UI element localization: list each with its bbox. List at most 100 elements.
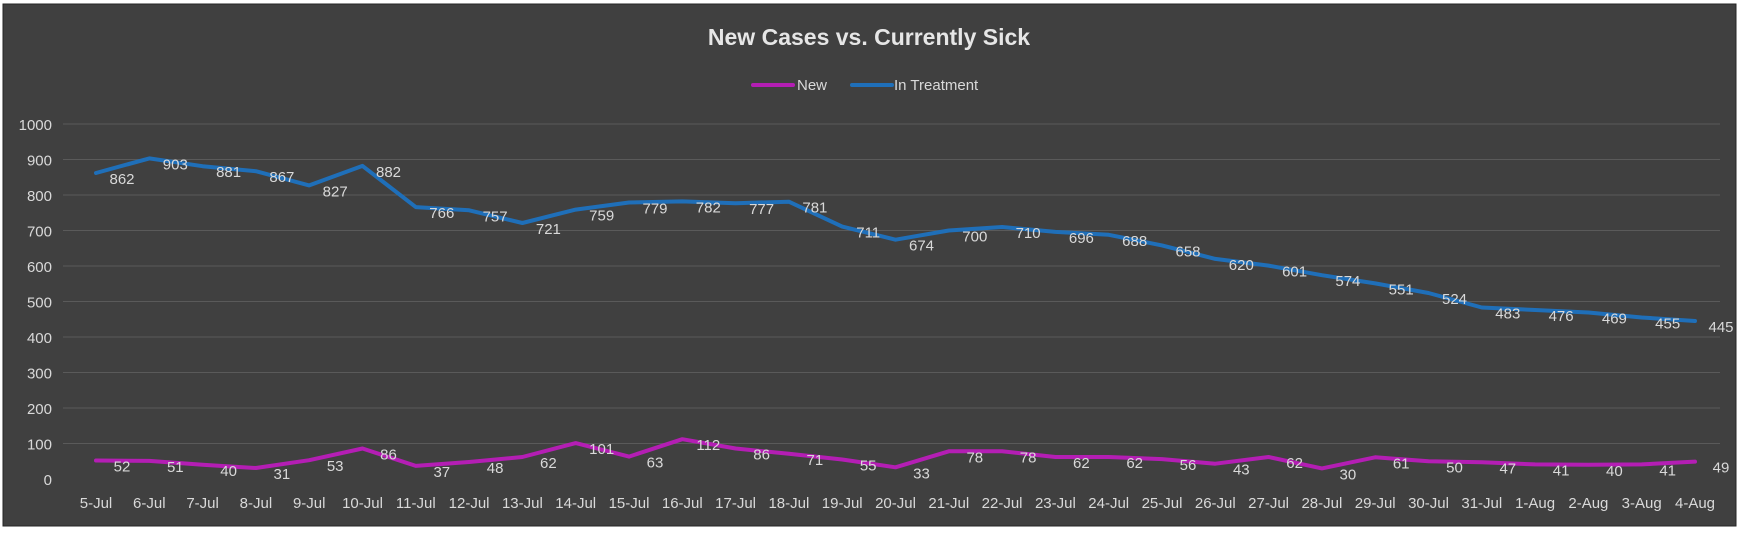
data-label: 62: [1286, 455, 1303, 472]
data-label: 779: [642, 200, 667, 217]
data-label: 483: [1495, 306, 1520, 323]
data-label: 43: [1233, 462, 1250, 479]
x-tick-label: 15-Jul: [609, 495, 650, 512]
data-label: 867: [269, 169, 294, 186]
x-tick-label: 4-Aug: [1675, 495, 1715, 512]
x-tick-label: 16-Jul: [662, 495, 703, 512]
data-label: 61: [1393, 455, 1410, 472]
data-label: 882: [376, 164, 401, 181]
data-label: 524: [1442, 291, 1467, 308]
y-tick-label: 700: [27, 224, 52, 241]
x-tick-label: 19-Jul: [822, 495, 863, 512]
y-tick-label: 0: [44, 472, 52, 489]
data-label: 55: [860, 457, 877, 474]
data-label: 620: [1229, 257, 1254, 274]
data-label: 782: [696, 199, 721, 216]
data-label: 101: [589, 441, 614, 458]
x-axis: 5-Jul 6-Jul 7-Jul 8-Jul 9-Jul 10-Jul 11-Jul 12-…: [80, 495, 1715, 512]
data-label: 62: [1126, 455, 1143, 472]
x-tick-label: 27-Jul: [1248, 495, 1289, 512]
x-tick-label: 13-Jul: [502, 495, 543, 512]
data-label: 766: [429, 205, 454, 222]
x-tick-label: 20-Jul: [875, 495, 916, 512]
series-line-in-treatment: [94, 156, 1697, 323]
series-lines: [94, 156, 1697, 471]
data-labels: 52 51 40 31 53 86 37 48 62 101 63 112 86 71 55 33 78 78 62…: [109, 156, 1733, 483]
chart-title: New Cases vs. Currently Sick: [708, 24, 1030, 50]
data-label: 757: [483, 208, 508, 225]
data-label: 827: [323, 183, 348, 200]
data-label: 56: [1180, 457, 1197, 474]
x-tick-label: 26-Jul: [1195, 495, 1236, 512]
data-label: 721: [536, 221, 561, 238]
x-tick-label: 28-Jul: [1301, 495, 1342, 512]
y-tick-label: 1000: [19, 117, 52, 134]
data-label: 445: [1708, 319, 1733, 336]
data-label: 78: [1020, 449, 1037, 466]
x-tick-label: 25-Jul: [1142, 495, 1183, 512]
x-tick-label: 24-Jul: [1088, 495, 1129, 512]
data-label: 881: [216, 164, 241, 181]
data-label: 700: [962, 229, 987, 246]
data-label: 63: [647, 455, 664, 472]
x-tick-label: 8-Jul: [240, 495, 273, 512]
legend-label: New: [797, 77, 827, 94]
data-label: 41: [1659, 462, 1676, 479]
data-label: 51: [167, 459, 184, 476]
data-label: 62: [1073, 455, 1090, 472]
x-tick-label: 14-Jul: [555, 495, 596, 512]
legend-label: In Treatment: [894, 77, 979, 94]
x-tick-label: 5-Jul: [80, 495, 113, 512]
data-label: 759: [589, 208, 614, 225]
data-label: 112: [696, 437, 720, 454]
data-label: 41: [1553, 462, 1570, 479]
y-tick-label: 900: [27, 153, 52, 170]
data-label: 49: [1713, 460, 1730, 477]
data-label: 781: [802, 200, 827, 217]
data-label: 48: [487, 460, 504, 477]
data-label: 658: [1175, 243, 1200, 260]
data-label: 574: [1335, 273, 1360, 290]
data-label: 711: [856, 225, 880, 242]
y-axis: 0 100 200 300 400 500 600 700 800 900 1000: [19, 117, 52, 489]
x-tick-label: 21-Jul: [928, 495, 969, 512]
x-tick-label: 2-Aug: [1568, 495, 1608, 512]
x-tick-label: 17-Jul: [715, 495, 756, 512]
data-label: 674: [909, 238, 934, 255]
y-tick-label: 800: [27, 188, 52, 205]
data-label: 777: [749, 201, 774, 218]
data-label: 455: [1655, 315, 1680, 332]
y-tick-label: 600: [27, 259, 52, 276]
data-label: 86: [753, 446, 770, 463]
data-label: 40: [1606, 463, 1623, 480]
data-label: 40: [220, 463, 237, 480]
data-label: 551: [1389, 281, 1414, 298]
y-tick-label: 400: [27, 330, 52, 347]
data-label: 476: [1549, 308, 1574, 325]
chart-area: [2, 3, 1737, 527]
data-label: 903: [163, 156, 188, 173]
data-label: 696: [1069, 230, 1094, 247]
x-tick-label: 7-Jul: [186, 495, 219, 512]
y-tick-label: 500: [27, 295, 52, 312]
x-tick-label: 12-Jul: [449, 495, 490, 512]
x-tick-label: 10-Jul: [342, 495, 383, 512]
y-tick-label: 200: [27, 401, 52, 418]
data-label: 469: [1602, 311, 1627, 328]
data-label: 710: [1016, 225, 1041, 242]
x-tick-label: 31-Jul: [1461, 495, 1502, 512]
gridlines: [63, 123, 1720, 444]
data-label: 47: [1499, 460, 1516, 477]
series-line-new: [94, 437, 1697, 471]
data-label: 37: [433, 464, 450, 481]
data-label: 31: [274, 466, 291, 483]
x-tick-label: 6-Jul: [133, 495, 166, 512]
x-tick-label: 23-Jul: [1035, 495, 1076, 512]
x-tick-label: 3-Aug: [1622, 495, 1662, 512]
legend: New In Treatment: [751, 77, 979, 94]
x-tick-label: 30-Jul: [1408, 495, 1449, 512]
data-label: 688: [1122, 233, 1147, 250]
y-tick-label: 300: [27, 366, 52, 383]
x-tick-label: 11-Jul: [396, 495, 436, 512]
